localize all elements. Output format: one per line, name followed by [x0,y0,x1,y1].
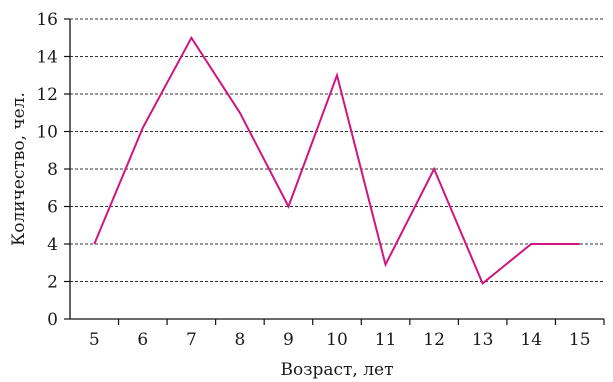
x-axis-title: Возраст, лет [280,360,393,380]
y-tick-label-12: 12 [36,85,58,105]
x-tick-label-7: 7 [186,330,197,350]
x-tick-label-6: 6 [137,330,148,350]
x-tick-label-13: 13 [472,330,494,350]
x-tick-label-12: 12 [423,330,445,350]
series-group [93,35,580,286]
series-line-0 [93,35,580,286]
y-tick-label-14: 14 [36,48,58,68]
y-tick-label-4: 4 [47,235,58,255]
y-tick-label-6: 6 [47,198,58,218]
x-tick-label-15: 15 [569,330,591,350]
x-tick-label-10: 10 [326,330,348,350]
y-tick-label-0: 0 [47,310,58,330]
x-tick-label-11: 11 [375,330,397,350]
y-tick-label-2: 2 [47,273,58,293]
x-tick-label-14: 14 [520,330,542,350]
x-tick-label-9: 9 [283,330,294,350]
ticks: 0 2 4 6 8 10 12 14 16 5 6 7 8 9 10 11 12 13 14 15 [36,10,605,350]
y-tick-label-8: 8 [47,160,58,180]
y-tick-label-10: 10 [36,123,58,143]
y-tick-label-16: 16 [36,10,58,30]
x-tick-label-8: 8 [234,330,245,350]
grid-lines [70,18,604,282]
x-tick-label-5: 5 [89,330,100,350]
y-axis-title: Количество, чел. [9,92,29,246]
